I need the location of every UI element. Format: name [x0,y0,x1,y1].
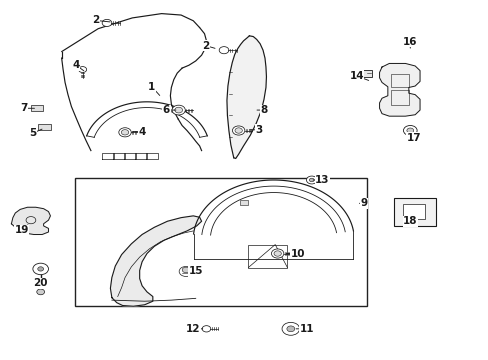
Text: 13: 13 [315,175,329,185]
Text: 9: 9 [360,198,367,208]
Circle shape [286,326,294,332]
Bar [248,244,287,267]
Text: 5: 5 [29,129,36,138]
Bar [38,124,51,130]
Circle shape [38,267,43,271]
Circle shape [406,128,413,133]
Circle shape [273,251,281,256]
Text: 14: 14 [348,71,363,81]
Circle shape [271,249,284,258]
Text: 10: 10 [290,248,305,258]
Text: 19: 19 [15,225,29,235]
Circle shape [33,263,48,275]
Text: 2: 2 [92,15,99,26]
Bar [390,74,408,87]
Text: 1: 1 [148,82,155,92]
Bar [75,178,366,306]
Polygon shape [11,207,50,234]
Circle shape [219,47,228,54]
Circle shape [306,176,317,184]
Text: 20: 20 [33,278,48,288]
Text: 4: 4 [138,127,145,136]
Text: 4: 4 [72,60,80,70]
Circle shape [37,289,44,295]
Text: 8: 8 [260,105,267,115]
Text: 18: 18 [402,216,417,226]
Circle shape [79,67,86,72]
Text: 11: 11 [299,324,313,334]
Text: 7: 7 [20,103,28,113]
Circle shape [121,130,128,135]
Circle shape [172,105,185,115]
Polygon shape [226,36,266,158]
Circle shape [403,126,416,135]
Bar [239,200,248,205]
Polygon shape [379,63,419,116]
Bar [31,104,43,111]
Text: 17: 17 [406,133,421,143]
Circle shape [232,126,244,135]
Circle shape [102,19,112,27]
Text: 15: 15 [188,266,203,276]
Text: 16: 16 [402,37,417,47]
Bar [361,70,371,77]
Circle shape [179,266,192,276]
FancyBboxPatch shape [393,198,435,226]
Bar [403,204,424,220]
Text: 3: 3 [255,125,262,135]
Circle shape [174,107,182,113]
Circle shape [182,267,189,273]
Circle shape [202,326,210,332]
Circle shape [119,128,131,137]
Text: 12: 12 [185,324,200,334]
Bar [390,90,408,105]
Circle shape [235,128,242,133]
Circle shape [309,178,314,182]
Text: 6: 6 [163,105,170,115]
Polygon shape [110,216,201,306]
Circle shape [282,322,299,335]
Text: 2: 2 [202,41,209,50]
